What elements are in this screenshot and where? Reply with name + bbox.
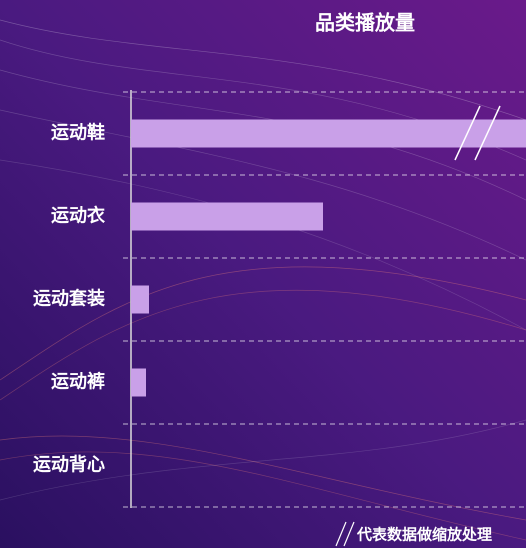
annotation-slashes	[335, 521, 355, 547]
y-tick-label: 运动鞋	[51, 122, 105, 144]
chart-title: 品类播放量	[315, 11, 415, 35]
decor-waves	[0, 19, 526, 541]
bar	[131, 285, 149, 314]
break-marks	[454, 105, 501, 161]
y-tick-label: 运动套装	[33, 288, 105, 310]
bar	[131, 368, 146, 397]
y-tick-label: 运动裤	[51, 371, 105, 393]
y-tick-label: 运动衣	[51, 205, 105, 227]
annotation: 代表数据做缩放处理	[356, 526, 492, 544]
y-tick-label: 运动背心	[33, 454, 105, 476]
bar	[131, 202, 323, 231]
bar	[131, 119, 526, 148]
